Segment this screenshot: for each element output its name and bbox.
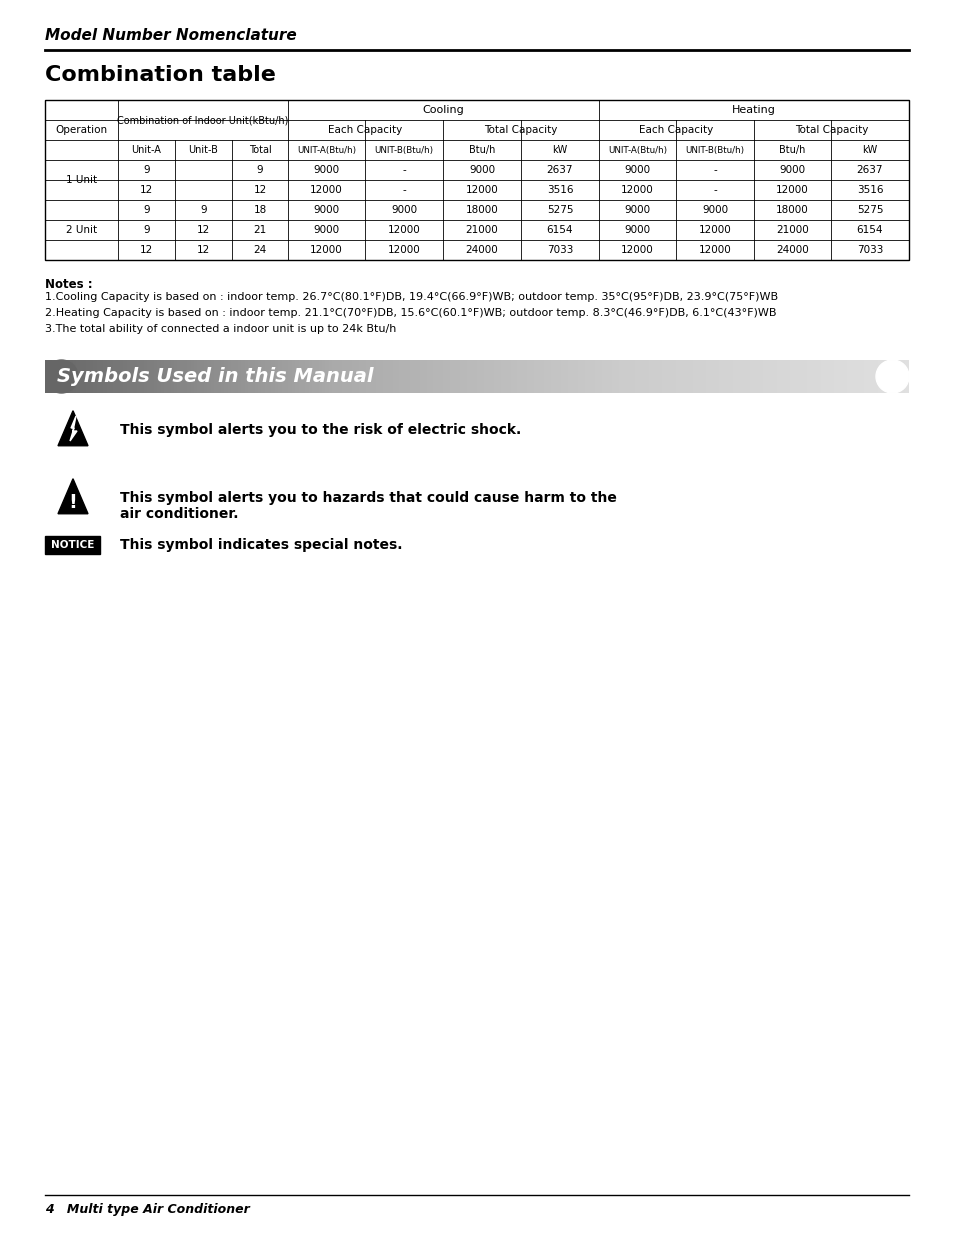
Text: 9000: 9000	[779, 165, 804, 175]
Text: Total Capacity: Total Capacity	[794, 126, 867, 135]
Circle shape	[45, 360, 78, 393]
Text: 12: 12	[140, 245, 153, 255]
Text: 5275: 5275	[546, 205, 573, 215]
Text: 18: 18	[253, 205, 266, 215]
Text: 9000: 9000	[314, 165, 339, 175]
Text: 12000: 12000	[698, 245, 731, 255]
Text: Operation: Operation	[55, 126, 108, 135]
Text: 4   Multi type Air Conditioner: 4 Multi type Air Conditioner	[45, 1203, 250, 1217]
Text: Btu/h: Btu/h	[779, 145, 805, 155]
Text: 12000: 12000	[310, 245, 342, 255]
Text: 9: 9	[143, 225, 150, 235]
Text: UNIT-A(Btu/h): UNIT-A(Btu/h)	[607, 145, 666, 154]
Text: Each Capacity: Each Capacity	[328, 126, 402, 135]
Text: 12000: 12000	[310, 185, 342, 195]
Text: 2637: 2637	[856, 165, 882, 175]
Text: 12: 12	[196, 225, 210, 235]
Text: 2.Heating Capacity is based on : indoor temp. 21.1°C(70°F)DB, 15.6°C(60.1°F)WB; : 2.Heating Capacity is based on : indoor …	[45, 308, 776, 318]
Text: 21: 21	[253, 225, 266, 235]
Text: 1 Unit: 1 Unit	[66, 175, 97, 185]
Bar	[908, 360, 953, 393]
Text: 9: 9	[143, 165, 150, 175]
Text: 24000: 24000	[465, 245, 497, 255]
Text: Symbols Used in this Manual: Symbols Used in this Manual	[57, 367, 374, 387]
Text: 12000: 12000	[387, 225, 420, 235]
Text: 9: 9	[143, 205, 150, 215]
Text: kW: kW	[862, 145, 877, 155]
Text: 24: 24	[253, 245, 266, 255]
Polygon shape	[58, 479, 88, 513]
Text: 12: 12	[140, 185, 153, 195]
Text: 7033: 7033	[856, 245, 882, 255]
Text: NOTICE: NOTICE	[51, 539, 94, 549]
Text: This symbol indicates special notes.: This symbol indicates special notes.	[120, 538, 402, 552]
Text: 9: 9	[256, 165, 263, 175]
Text: 24000: 24000	[776, 245, 808, 255]
Text: 12000: 12000	[698, 225, 731, 235]
Text: 12000: 12000	[776, 185, 808, 195]
Text: -: -	[713, 185, 716, 195]
Text: 2 Unit: 2 Unit	[66, 225, 97, 235]
Text: 12: 12	[196, 245, 210, 255]
Text: -: -	[713, 165, 716, 175]
Text: Combination of Indoor Unit(kBtu/h): Combination of Indoor Unit(kBtu/h)	[117, 116, 289, 126]
Text: Each Capacity: Each Capacity	[639, 126, 713, 135]
Text: 21000: 21000	[465, 225, 497, 235]
Text: UNIT-B(Btu/h): UNIT-B(Btu/h)	[684, 145, 743, 154]
Text: 3516: 3516	[546, 185, 573, 195]
Text: 12000: 12000	[620, 245, 653, 255]
Text: UNIT-B(Btu/h): UNIT-B(Btu/h)	[374, 145, 433, 154]
Text: 9000: 9000	[701, 205, 727, 215]
Bar	[46, 536, 100, 554]
Text: 18000: 18000	[776, 205, 808, 215]
Text: 12000: 12000	[387, 245, 420, 255]
Text: 3516: 3516	[856, 185, 882, 195]
Text: 12: 12	[253, 185, 266, 195]
Text: kW: kW	[552, 145, 567, 155]
Text: Total Capacity: Total Capacity	[484, 126, 558, 135]
Text: 3.The total ability of connected a indoor unit is up to 24k Btu/h: 3.The total ability of connected a indoo…	[45, 324, 395, 334]
Text: 9: 9	[200, 205, 207, 215]
Text: 9000: 9000	[624, 165, 650, 175]
Text: Cooling: Cooling	[422, 104, 464, 116]
Polygon shape	[58, 410, 88, 446]
Text: -: -	[402, 165, 405, 175]
Text: !: !	[69, 492, 77, 512]
Bar	[45, 99, 908, 260]
Text: UNIT-A(Btu/h): UNIT-A(Btu/h)	[296, 145, 355, 154]
Text: 9000: 9000	[624, 225, 650, 235]
Text: -: -	[402, 185, 405, 195]
Text: 9000: 9000	[624, 205, 650, 215]
Text: 1.Cooling Capacity is based on : indoor temp. 26.7°C(80.1°F)DB, 19.4°C(66.9°F)WB: 1.Cooling Capacity is based on : indoor …	[45, 292, 778, 302]
Text: 7033: 7033	[546, 245, 573, 255]
Text: Notes :: Notes :	[45, 278, 92, 291]
Text: Combination table: Combination table	[45, 65, 275, 85]
Text: 9000: 9000	[314, 205, 339, 215]
Bar	[0, 360, 45, 393]
Text: This symbol alerts you to the risk of electric shock.: This symbol alerts you to the risk of el…	[120, 423, 520, 438]
Text: 9000: 9000	[469, 165, 495, 175]
Text: 6154: 6154	[856, 225, 882, 235]
Text: Btu/h: Btu/h	[468, 145, 495, 155]
Text: Unit-B: Unit-B	[189, 145, 218, 155]
Polygon shape	[70, 416, 77, 441]
Text: 12000: 12000	[465, 185, 497, 195]
Text: This symbol alerts you to hazards that could cause harm to the
air conditioner.: This symbol alerts you to hazards that c…	[120, 491, 617, 521]
Text: 12000: 12000	[620, 185, 653, 195]
Circle shape	[875, 360, 908, 393]
Text: Model Number Nomenclature: Model Number Nomenclature	[45, 29, 296, 44]
Text: 9000: 9000	[391, 205, 416, 215]
Text: 2637: 2637	[546, 165, 573, 175]
Text: 9000: 9000	[314, 225, 339, 235]
Text: 6154: 6154	[546, 225, 573, 235]
Text: Unit-A: Unit-A	[132, 145, 161, 155]
Text: 21000: 21000	[776, 225, 808, 235]
Text: Heating: Heating	[731, 104, 775, 116]
Text: Total: Total	[249, 145, 271, 155]
Text: 18000: 18000	[465, 205, 497, 215]
Text: 5275: 5275	[856, 205, 882, 215]
